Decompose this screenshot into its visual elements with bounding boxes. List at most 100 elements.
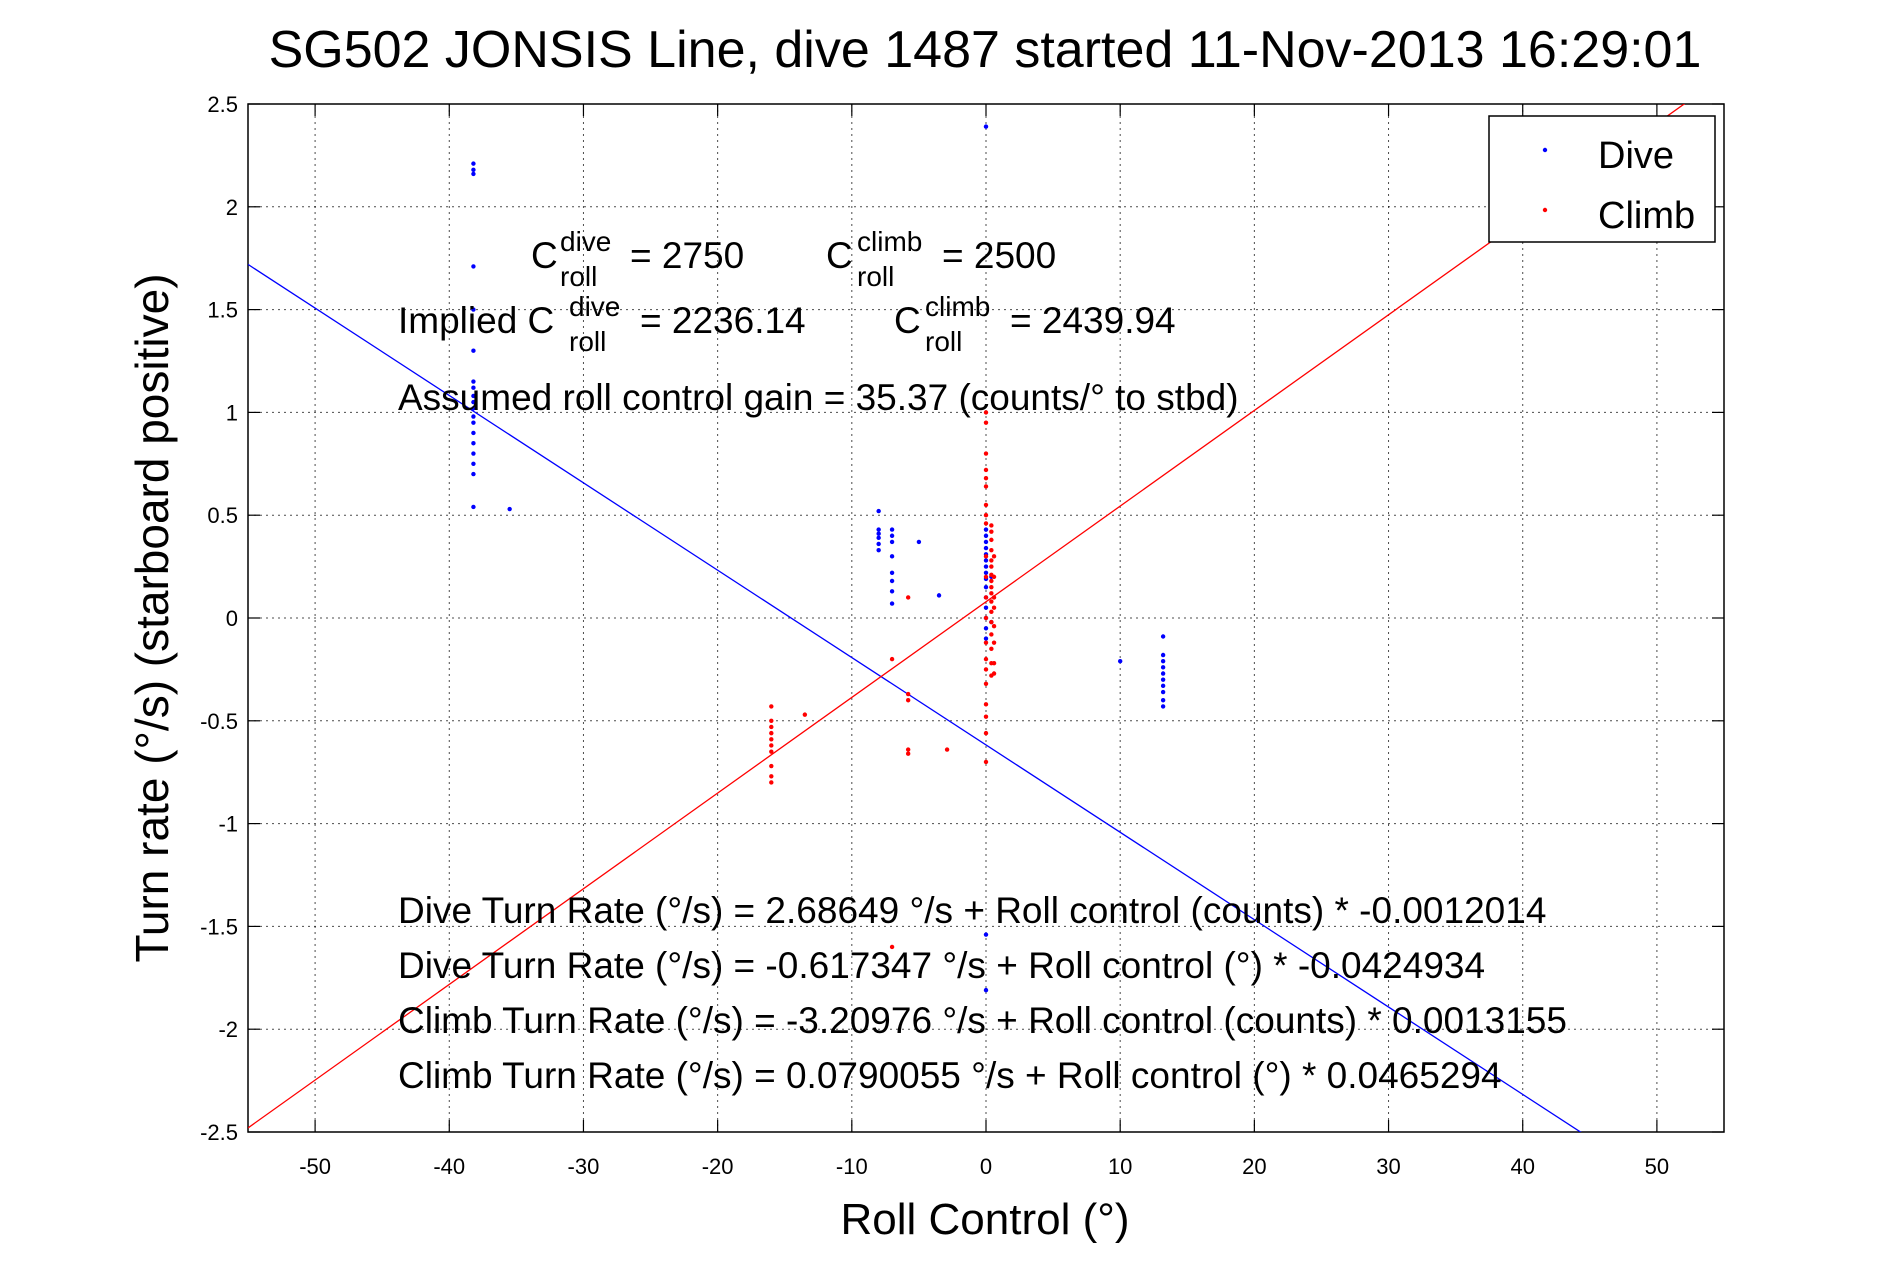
- implied-climb-subscript: roll: [925, 326, 962, 357]
- series-climb: [769, 410, 997, 950]
- data-point-dive: [983, 558, 989, 563]
- data-point-dive: [471, 167, 476, 172]
- data-point-dive: [889, 570, 895, 575]
- data-point-climb: [989, 646, 994, 652]
- data-point-climb: [769, 704, 774, 709]
- data-point-dive: [471, 414, 476, 419]
- y-tick-label: -2.5: [200, 1120, 238, 1145]
- x-tick-label: -40: [433, 1154, 465, 1179]
- c-dive-superscript: dive: [560, 226, 611, 257]
- data-point-climb: [769, 763, 774, 769]
- c-climb-subscript: roll: [857, 261, 894, 292]
- data-point-climb: [991, 574, 997, 580]
- data-point-dive: [983, 124, 989, 129]
- data-points: [471, 124, 1166, 993]
- data-point-dive: [876, 547, 881, 553]
- data-point-climb: [889, 656, 895, 662]
- data-point-dive: [983, 626, 989, 631]
- data-point-climb: [769, 730, 774, 736]
- data-point-dive: [1160, 634, 1166, 639]
- data-point-dive: [471, 171, 476, 177]
- data-point-climb: [991, 661, 997, 666]
- data-point-dive: [471, 379, 476, 384]
- data-point-dive: [1160, 677, 1166, 682]
- data-point-climb: [769, 737, 774, 742]
- y-tick-label: 2: [226, 195, 238, 220]
- y-tick-label: -1.5: [200, 914, 238, 939]
- data-point-climb: [989, 547, 994, 553]
- data-point-dive: [889, 527, 895, 532]
- data-point-dive: [471, 307, 476, 312]
- x-tick-label: -50: [299, 1154, 331, 1179]
- data-point-climb: [989, 537, 994, 543]
- data-point-dive: [983, 636, 989, 641]
- equation-line: Climb Turn Rate (°/s) = -3.20976 °/s + R…: [398, 1000, 1567, 1041]
- data-point-dive: [983, 545, 989, 551]
- legend-marker-climb: [1542, 207, 1548, 213]
- legend-box: [1488, 115, 1716, 243]
- c-dive-subscript: roll: [560, 261, 597, 292]
- y-tick-label: 1.5: [207, 298, 238, 323]
- data-point-dive: [471, 399, 476, 405]
- data-point-climb: [989, 609, 994, 615]
- data-point-climb: [983, 714, 989, 719]
- data-point-dive: [1160, 683, 1166, 689]
- x-tick-label: 50: [1645, 1154, 1669, 1179]
- data-point-dive: [983, 570, 989, 575]
- implied-dive-value: = 2236.14: [640, 300, 806, 341]
- data-point-dive: [1160, 671, 1166, 676]
- legend-label-dive: Dive: [1598, 135, 1674, 177]
- data-point-dive: [1160, 658, 1166, 664]
- data-point-climb: [905, 751, 911, 756]
- data-point-dive: [983, 564, 989, 569]
- data-point-dive: [471, 385, 476, 390]
- data-point-dive: [889, 578, 895, 584]
- data-point-climb: [769, 724, 774, 730]
- data-point-dive: [889, 601, 895, 606]
- data-point-dive: [983, 987, 989, 993]
- data-point-dive: [983, 584, 989, 590]
- data-point-climb: [983, 656, 989, 662]
- data-point-dive: [471, 441, 476, 446]
- data-point-climb: [991, 624, 997, 629]
- data-point-climb: [905, 698, 911, 703]
- data-point-dive: [1117, 658, 1123, 664]
- dive-fit-line: [248, 263, 1582, 1132]
- x-tick-label: -10: [836, 1154, 868, 1179]
- data-point-dive: [471, 451, 476, 456]
- data-point-dive: [889, 533, 895, 538]
- chart-title: SG502 JONSIS Line, dive 1487 started 11-…: [269, 21, 1702, 79]
- data-point-climb: [989, 591, 994, 596]
- legend: Dive Climb: [1488, 115, 1716, 243]
- data-point-climb: [991, 554, 997, 559]
- data-point-climb: [989, 578, 994, 584]
- data-point-climb: [905, 595, 911, 600]
- data-point-climb: [983, 410, 989, 415]
- gain-annotation: Assumed roll control gain = 35.37 (count…: [398, 377, 1239, 418]
- data-point-dive: [876, 541, 881, 547]
- data-point-climb: [983, 615, 989, 621]
- data-point-climb: [983, 467, 989, 473]
- data-point-dive: [471, 348, 476, 353]
- implied-climb-superscript: climb: [925, 291, 990, 322]
- data-point-climb: [769, 780, 774, 785]
- data-point-dive: [916, 539, 922, 545]
- data-point-climb: [983, 640, 989, 645]
- data-point-climb: [983, 502, 989, 508]
- data-point-climb: [983, 702, 989, 707]
- implied-dive-subscript: roll: [569, 326, 606, 357]
- implied-dive-prefix: Implied C: [398, 300, 554, 341]
- data-point-climb: [983, 730, 989, 736]
- data-point-dive: [936, 593, 942, 598]
- implied-climb-symbol: C: [894, 300, 921, 341]
- data-point-dive: [471, 393, 476, 399]
- data-point-dive: [983, 932, 989, 937]
- data-point-climb: [989, 619, 994, 625]
- y-tick-label: -1: [218, 812, 238, 837]
- x-tick-label: 20: [1242, 1154, 1266, 1179]
- x-axis-label: Roll Control (°): [841, 1195, 1130, 1244]
- data-point-climb: [989, 584, 994, 590]
- y-axis-label: Turn rate (°/s) (starboard positive): [126, 273, 178, 962]
- x-tick-label: 40: [1510, 1154, 1534, 1179]
- y-tick-label: -0.5: [200, 709, 238, 734]
